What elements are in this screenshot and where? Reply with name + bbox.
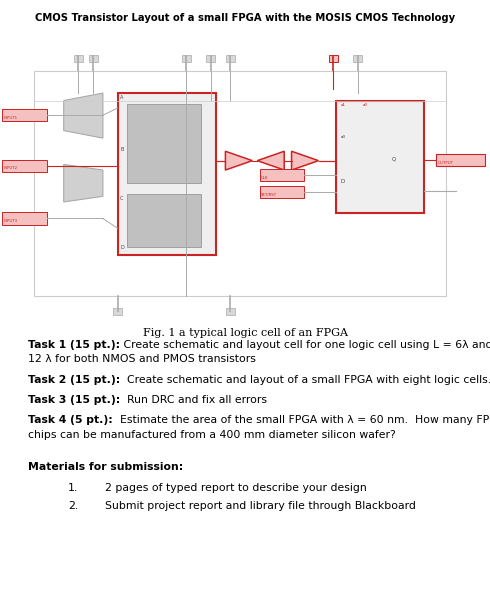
- Text: Create schematic and layout of a small FPGA with eight logic cells.: Create schematic and layout of a small F…: [120, 375, 490, 385]
- Bar: [226, 56, 235, 62]
- Polygon shape: [292, 151, 319, 170]
- Text: Task 2 (15 pt.):: Task 2 (15 pt.):: [28, 375, 120, 385]
- Text: Create schematic and layout cell for one logic cell using L = 6λ and W =: Create schematic and layout cell for one…: [120, 340, 490, 350]
- Bar: [436, 154, 485, 166]
- Bar: [2, 160, 47, 172]
- Bar: [353, 56, 362, 62]
- Bar: [336, 100, 424, 213]
- Text: Task 3 (15 pt.):: Task 3 (15 pt.):: [28, 395, 120, 405]
- Text: OUTPUT: OUTPUT: [438, 161, 454, 164]
- Text: INPUT3: INPUT3: [4, 219, 18, 223]
- Text: CMOS Transistor Layout of a small FPGA with the MOSIS CMOS Technology: CMOS Transistor Layout of a small FPGA w…: [35, 13, 455, 23]
- Text: a0: a0: [363, 103, 368, 107]
- Text: INPUT1: INPUT1: [4, 115, 18, 120]
- Text: Fig. 1 a typical logic cell of an FPGA: Fig. 1 a typical logic cell of an FPGA: [143, 328, 347, 338]
- Polygon shape: [225, 151, 252, 170]
- Text: C: C: [120, 196, 123, 201]
- Text: 2 pages of typed report to describe your design: 2 pages of typed report to describe your…: [105, 484, 367, 493]
- Text: 1.: 1.: [68, 484, 78, 493]
- Text: Q: Q: [392, 157, 396, 161]
- Text: B: B: [120, 147, 123, 152]
- Bar: [34, 71, 446, 296]
- Polygon shape: [64, 93, 103, 138]
- Bar: [2, 212, 47, 224]
- Bar: [89, 56, 98, 62]
- Text: CLK: CLK: [261, 176, 269, 179]
- Polygon shape: [64, 164, 103, 202]
- Bar: [118, 93, 216, 255]
- Text: Task 1 (15 pt.):: Task 1 (15 pt.):: [28, 340, 120, 350]
- Text: Task 4 (5 pt.):: Task 4 (5 pt.):: [28, 416, 113, 425]
- Bar: [260, 186, 304, 198]
- Text: 12 λ for both NMOS and PMOS transistors: 12 λ for both NMOS and PMOS transistors: [28, 355, 256, 364]
- Text: 2.: 2.: [68, 501, 78, 511]
- Bar: [226, 308, 235, 315]
- Bar: [74, 56, 83, 62]
- Text: chips can be manufactured from a 400 mm diameter silicon wafer?: chips can be manufactured from a 400 mm …: [28, 430, 396, 440]
- Text: INPUT2: INPUT2: [4, 166, 18, 170]
- Text: D: D: [120, 245, 124, 250]
- Text: Submit project report and library file through Blackboard: Submit project report and library file t…: [105, 501, 416, 511]
- Text: D: D: [341, 179, 345, 184]
- Bar: [260, 169, 304, 181]
- Text: a0: a0: [341, 135, 345, 139]
- Text: a1: a1: [341, 103, 345, 107]
- Text: A: A: [120, 94, 123, 100]
- Text: Materials for submission:: Materials for submission:: [28, 462, 183, 472]
- Text: SET/RST: SET/RST: [261, 193, 277, 197]
- Bar: [182, 56, 191, 62]
- Text: Estimate the area of the small FPGA with λ = 60 nm.  How many FPGA: Estimate the area of the small FPGA with…: [113, 416, 490, 425]
- Bar: [206, 56, 215, 62]
- Bar: [2, 109, 47, 121]
- Bar: [127, 194, 201, 247]
- Bar: [127, 104, 201, 183]
- Bar: [113, 308, 122, 315]
- Text: Run DRC and fix all errors: Run DRC and fix all errors: [120, 395, 267, 405]
- Polygon shape: [257, 151, 284, 170]
- Bar: [329, 56, 338, 62]
